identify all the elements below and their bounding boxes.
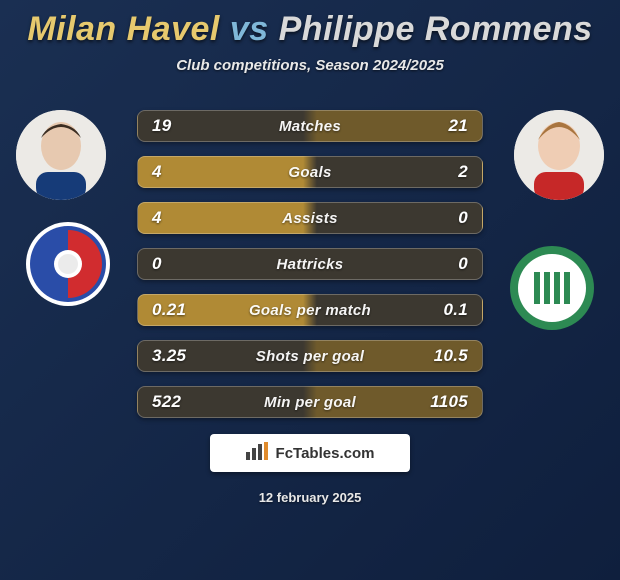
subtitle: Club competitions, Season 2024/2025 [0,57,620,74]
face-shirt-r [534,172,584,200]
stat-left-value: 4 [152,162,198,182]
badge-icon [24,220,112,308]
club-right-badge [508,244,596,332]
stat-label: Matches [279,118,341,135]
stat-label: Min per goal [264,394,356,411]
comparison-panel: 19 Matches 21 4 Goals 2 4 Assists 0 0 Hattricks 0 0.… [0,110,620,505]
stat-row: 4 Assists 0 [137,202,483,234]
stat-left-value: 0.21 [152,300,198,320]
face-skin [41,122,81,170]
stat-label: Shots per goal [256,348,364,365]
chart-icon [246,442,268,464]
avatar-icon [514,110,604,200]
stat-label: Goals [288,164,331,181]
page-title: Milan Havel vs Philippe Rommens [0,0,620,49]
stat-row: 4 Goals 2 [137,156,483,188]
player-left-photo [16,110,106,200]
stat-left-value: 0 [152,254,198,274]
stat-row: 0.21 Goals per match 0.1 [137,294,483,326]
stat-right-value: 0 [422,254,468,274]
stat-label: Goals per match [249,302,371,319]
brand-text: FcTables.com [276,445,375,462]
stat-right-value: 10.5 [422,346,468,366]
stat-right-value: 0.1 [422,300,468,320]
stat-row: 3.25 Shots per goal 10.5 [137,340,483,372]
stat-label: Hattricks [277,256,344,273]
face-shirt [36,172,86,200]
stat-left-value: 522 [152,392,198,412]
stat-right-value: 2 [422,162,468,182]
club-left-badge [24,220,112,308]
stat-label: Assists [282,210,337,227]
player-right-photo [514,110,604,200]
title-player2: Philippe Rommens [279,10,593,48]
stat-left-value: 19 [152,116,198,136]
avatar-icon [16,110,106,200]
brand-badge: FcTables.com [210,434,410,472]
stat-right-value: 0 [422,208,468,228]
stat-left-value: 4 [152,208,198,228]
stat-row: 19 Matches 21 [137,110,483,142]
face-skin-r [538,122,580,170]
stats-table: 19 Matches 21 4 Goals 2 4 Assists 0 0 Hattricks 0 0.… [137,110,483,418]
title-player1: Milan Havel [27,10,220,48]
title-vs: vs [230,10,269,48]
stat-row: 0 Hattricks 0 [137,248,483,280]
stat-left-value: 3.25 [152,346,198,366]
badge-icon [508,244,596,332]
date-text: 12 february 2025 [0,490,620,505]
stat-right-value: 21 [422,116,468,136]
stat-row: 522 Min per goal 1105 [137,386,483,418]
stat-right-value: 1105 [422,392,468,412]
